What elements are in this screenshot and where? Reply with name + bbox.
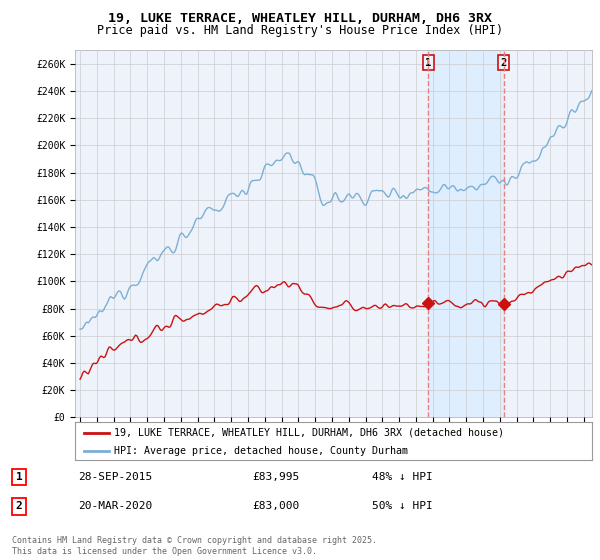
Text: 2: 2 <box>500 58 506 68</box>
Text: HPI: Average price, detached house, County Durham: HPI: Average price, detached house, Coun… <box>114 446 408 456</box>
Text: Contains HM Land Registry data © Crown copyright and database right 2025.
This d: Contains HM Land Registry data © Crown c… <box>12 536 377 556</box>
Text: 28-SEP-2015: 28-SEP-2015 <box>78 472 152 482</box>
Text: 2: 2 <box>16 501 23 511</box>
Text: £83,000: £83,000 <box>252 501 299 511</box>
Text: 48% ↓ HPI: 48% ↓ HPI <box>372 472 433 482</box>
Text: 1: 1 <box>425 58 431 68</box>
Text: Price paid vs. HM Land Registry's House Price Index (HPI): Price paid vs. HM Land Registry's House … <box>97 24 503 36</box>
Text: 50% ↓ HPI: 50% ↓ HPI <box>372 501 433 511</box>
Text: 1: 1 <box>16 472 23 482</box>
Text: 19, LUKE TERRACE, WHEATLEY HILL, DURHAM, DH6 3RX: 19, LUKE TERRACE, WHEATLEY HILL, DURHAM,… <box>108 12 492 25</box>
Bar <box>428 50 503 417</box>
Text: 20-MAR-2020: 20-MAR-2020 <box>78 501 152 511</box>
Text: 19, LUKE TERRACE, WHEATLEY HILL, DURHAM, DH6 3RX (detached house): 19, LUKE TERRACE, WHEATLEY HILL, DURHAM,… <box>114 428 504 438</box>
Text: £83,995: £83,995 <box>252 472 299 482</box>
